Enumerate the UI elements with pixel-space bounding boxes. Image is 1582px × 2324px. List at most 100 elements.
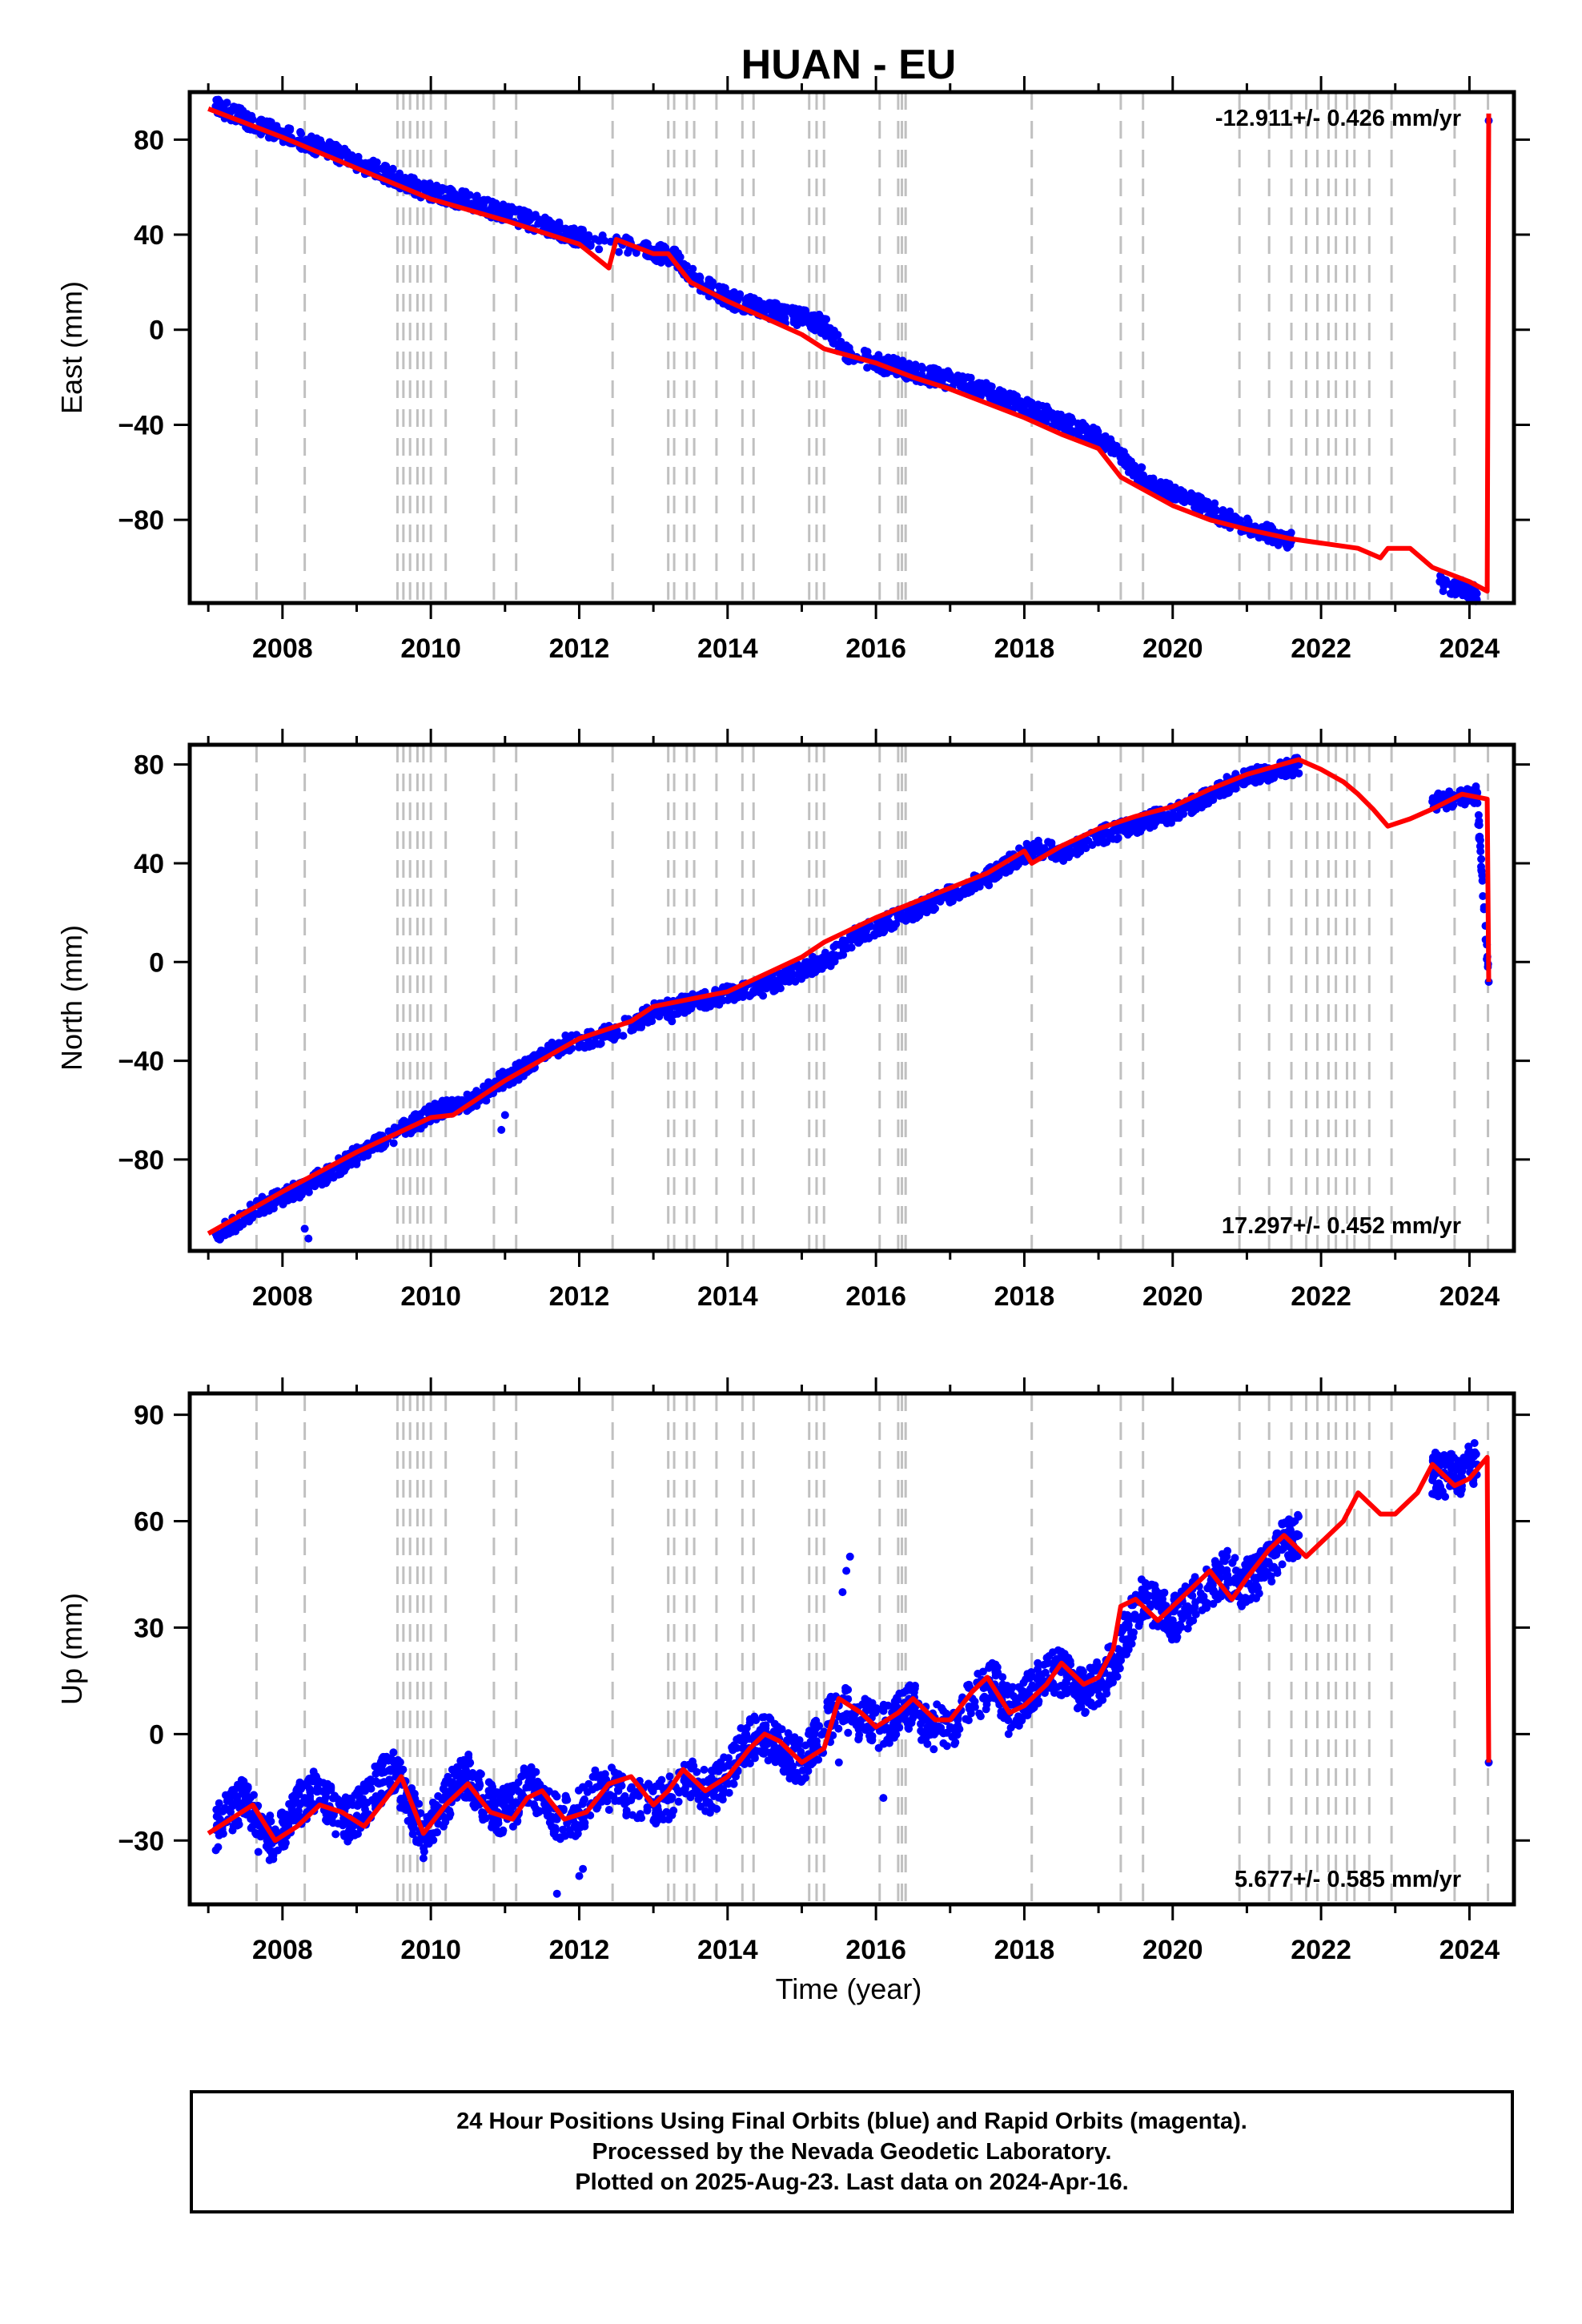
east-obs-point — [470, 199, 479, 208]
up-obs-point — [620, 1799, 629, 1808]
north-obs-point — [323, 1170, 331, 1179]
up-obs-point — [999, 1688, 1008, 1696]
up-obs-point — [750, 1712, 759, 1721]
up-obs-point — [408, 1830, 417, 1839]
north-obs-point — [381, 1140, 390, 1149]
north-obs-point — [703, 998, 712, 1007]
east-obs-point — [545, 223, 554, 232]
north-obs-point — [1183, 802, 1192, 811]
east-obs-point — [227, 107, 235, 116]
up-obs-point — [858, 1700, 867, 1709]
up-obs-point — [540, 1806, 549, 1815]
north-obs-point — [1035, 844, 1043, 853]
up-obs-point — [600, 1770, 609, 1779]
north-obs-point — [805, 963, 813, 971]
up-obs-point — [360, 1781, 369, 1790]
up-obs-point — [378, 1767, 387, 1776]
up-obs-point — [1025, 1707, 1034, 1715]
up-obs-point — [496, 1794, 505, 1803]
east-obs-point — [598, 231, 607, 239]
east-frame — [187, 90, 1516, 605]
up-obs-point — [1066, 1657, 1074, 1666]
north-obs-point — [1124, 824, 1133, 833]
east-obs-point — [1042, 411, 1051, 420]
up-obs-point — [622, 1811, 631, 1819]
east-obs-point — [753, 302, 761, 311]
up-obs-point — [976, 1712, 985, 1721]
up-obs-point — [580, 1783, 588, 1791]
up-obs-point — [700, 1765, 709, 1774]
up-obs-point — [814, 1755, 823, 1764]
north-obs-point — [1073, 850, 1082, 858]
up-obs-point — [1014, 1683, 1023, 1691]
up-obs-point — [236, 1782, 245, 1790]
up-obs-point — [560, 1831, 569, 1840]
east-ytick-label: −80 — [118, 505, 164, 536]
north-obs-point — [1207, 796, 1215, 805]
up-obs-point — [680, 1760, 689, 1769]
east-xtick-label: 2012 — [549, 633, 610, 664]
up-obs-point — [559, 1804, 568, 1813]
up-obs-point — [917, 1709, 925, 1718]
up-obs-point — [790, 1733, 799, 1742]
east-obs-point — [236, 105, 245, 113]
north-xtick-label: 2010 — [400, 1281, 461, 1312]
east-ytick-label: 0 — [149, 316, 164, 346]
up-obs-point — [312, 1773, 321, 1782]
up-obs-point — [375, 1794, 383, 1803]
up-obs-point — [386, 1779, 395, 1787]
up-obs-point — [697, 1802, 705, 1811]
north-obs-point — [849, 933, 858, 942]
east-obs-point — [1093, 425, 1102, 434]
up-obs-point — [262, 1842, 271, 1851]
east-obs-point — [1243, 514, 1251, 523]
north-obs-point — [885, 922, 893, 931]
north-obs-point — [813, 955, 822, 963]
east-obs-point — [987, 382, 996, 391]
up-obs-point — [702, 1797, 711, 1806]
up-obs-point — [294, 1807, 303, 1815]
north-obs-point — [1473, 798, 1482, 807]
east-obs-point — [1034, 400, 1042, 409]
up-obs-point — [981, 1683, 990, 1691]
up-obs-point — [954, 1715, 962, 1724]
up-obs-point — [243, 1787, 251, 1795]
up-obs-point — [489, 1802, 498, 1811]
up-obs-point — [844, 1728, 853, 1737]
up-obs-point — [1028, 1683, 1037, 1692]
north-obs-point — [297, 1190, 306, 1199]
north-obs-point — [1102, 830, 1110, 838]
north-obs-point — [923, 904, 932, 913]
up-obs-point — [559, 1825, 567, 1834]
up-obs-point — [1069, 1681, 1078, 1690]
north-obs-point — [1215, 791, 1224, 800]
up-obs-point — [948, 1732, 957, 1741]
east-obs-point — [412, 183, 420, 191]
north-obs-point — [916, 903, 925, 912]
east-obs-point — [660, 255, 669, 264]
east-obs-point — [512, 207, 520, 216]
north-xtick-label: 2014 — [697, 1281, 758, 1312]
up-obs-point — [725, 1788, 733, 1797]
east-ytick-label: 80 — [134, 125, 164, 155]
east-panel: 2008 2010 2012 2014 2016 2018 2020 2022 20248040… — [55, 76, 1530, 664]
east-xtick-label: 2008 — [252, 633, 313, 664]
east-xtick-label: 2018 — [994, 633, 1055, 664]
up-obs-point — [303, 1781, 311, 1790]
east-obs-point — [480, 195, 488, 204]
north-obs-point — [1279, 765, 1288, 774]
north-xtick-label: 2018 — [994, 1281, 1055, 1312]
north-obs-point — [611, 1028, 620, 1037]
north-obs-point — [596, 1039, 605, 1047]
north-obs-point — [404, 1118, 412, 1127]
up-obs-point — [1043, 1653, 1052, 1662]
up-obs-point — [835, 1712, 844, 1721]
up-obs-point — [765, 1713, 773, 1722]
east-obs-point — [555, 218, 564, 227]
east-obs-point — [407, 174, 416, 183]
up-obs-point — [909, 1688, 918, 1697]
up-obs-point — [635, 1791, 643, 1800]
north-panel: 2008 2010 2012 2014 2016 2018 2020 2022 20248040… — [55, 729, 1530, 1312]
east-obs-point — [1086, 430, 1095, 439]
east-xtick-label: 2014 — [697, 633, 758, 664]
